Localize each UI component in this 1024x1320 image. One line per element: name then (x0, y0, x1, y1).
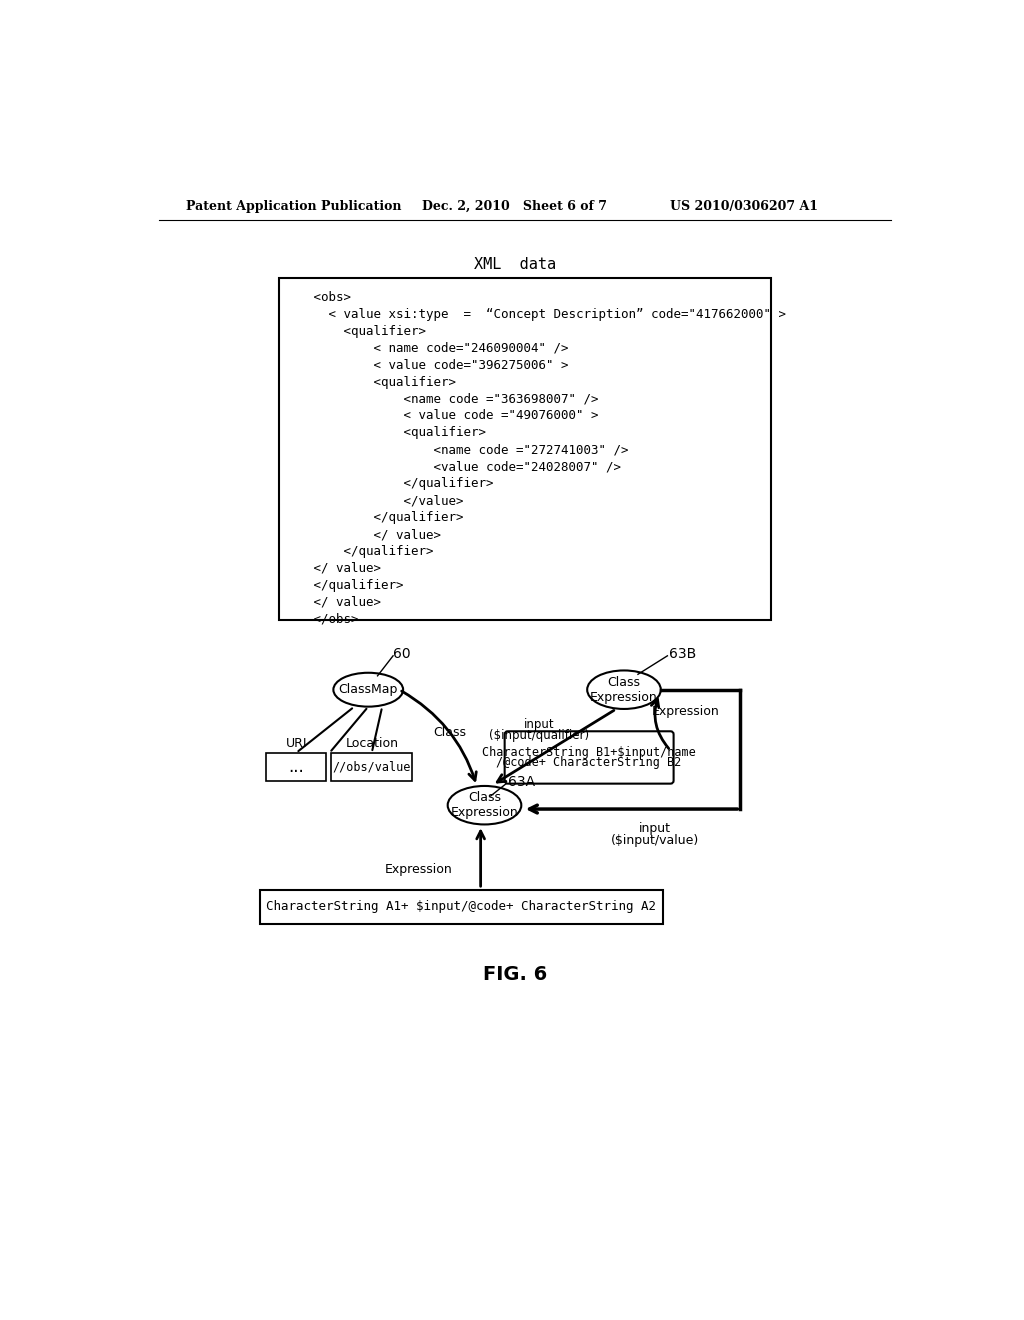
Ellipse shape (447, 785, 521, 825)
Text: <obs>: <obs> (291, 290, 351, 304)
Text: <qualifier>: <qualifier> (291, 325, 426, 338)
Bar (331, 752, 413, 780)
Bar (266, 752, 327, 780)
Text: Class
Expression: Class Expression (451, 791, 518, 820)
FancyBboxPatch shape (505, 731, 674, 784)
Bar (260, 890, 663, 924)
Text: 60: 60 (393, 647, 411, 661)
Text: </qualifier>: </qualifier> (291, 545, 433, 558)
Text: US 2010/0306207 A1: US 2010/0306207 A1 (671, 199, 818, 213)
Ellipse shape (334, 673, 403, 706)
Text: </ value>: </ value> (291, 562, 381, 576)
Text: < value xsi:type  =  “Concept Description” code="417662000" >: < value xsi:type = “Concept Description”… (291, 308, 785, 321)
Text: Location: Location (346, 737, 398, 750)
Text: CharacterString B1+$input/name: CharacterString B1+$input/name (482, 746, 696, 759)
Text: Expression: Expression (385, 862, 453, 875)
Text: </ value>: </ value> (291, 595, 381, 609)
Ellipse shape (587, 671, 660, 709)
Text: /@code+ CharacterString B2: /@code+ CharacterString B2 (497, 756, 682, 770)
Text: XML  data: XML data (474, 257, 557, 272)
Text: < name code="246090004" />: < name code="246090004" /> (291, 342, 568, 355)
Text: FIG. 6: FIG. 6 (483, 965, 548, 985)
Text: < value code ="49076000" >: < value code ="49076000" > (291, 409, 598, 422)
Text: < value code="396275006" >: < value code="396275006" > (291, 359, 568, 372)
Text: <qualifier>: <qualifier> (291, 426, 485, 440)
Text: URI: URI (286, 737, 307, 750)
Text: ($input/value): ($input/value) (611, 834, 699, 847)
Text: 63A: 63A (508, 775, 535, 789)
Text: Patent Application Publication: Patent Application Publication (186, 199, 401, 213)
Text: Class: Class (433, 726, 466, 739)
Text: </value>: </value> (291, 494, 463, 507)
Text: <value code="24028007" />: <value code="24028007" /> (291, 461, 621, 474)
Text: <name code ="272741003" />: <name code ="272741003" /> (291, 444, 629, 457)
Text: CharacterString A1+ $input/@code+ CharacterString A2: CharacterString A1+ $input/@code+ Charac… (266, 900, 656, 913)
Text: input: input (523, 718, 554, 731)
Text: Expression: Expression (652, 705, 720, 718)
Text: //obs/value: //obs/value (333, 760, 411, 774)
Bar (280, 277, 771, 620)
Text: <name code ="363698007" />: <name code ="363698007" /> (291, 392, 598, 405)
Text: </qualifier>: </qualifier> (291, 478, 494, 490)
Text: ClassMap: ClassMap (339, 684, 398, 696)
Text: </qualifier>: </qualifier> (291, 511, 463, 524)
Text: ($input/qualifier): ($input/qualifier) (488, 730, 589, 742)
Text: ...: ... (289, 758, 304, 776)
Text: </qualifier>: </qualifier> (291, 579, 403, 591)
Text: Class
Expression: Class Expression (590, 676, 657, 704)
Text: </ value>: </ value> (291, 528, 440, 541)
Text: </obs>: </obs> (291, 612, 358, 626)
Text: <qualifier>: <qualifier> (291, 376, 456, 388)
Text: 63B: 63B (669, 647, 696, 661)
Text: input: input (639, 822, 671, 834)
Text: Dec. 2, 2010   Sheet 6 of 7: Dec. 2, 2010 Sheet 6 of 7 (423, 199, 607, 213)
